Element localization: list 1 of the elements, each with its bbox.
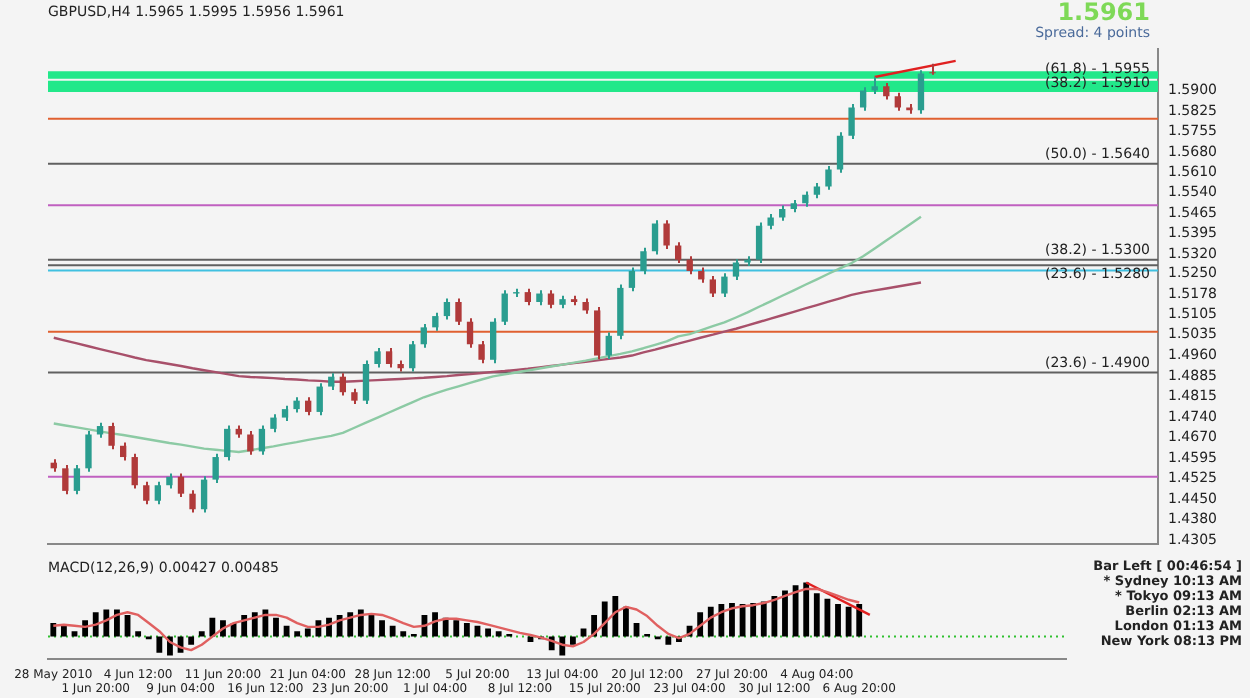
text: 1.5961 bbox=[1057, 0, 1150, 27]
